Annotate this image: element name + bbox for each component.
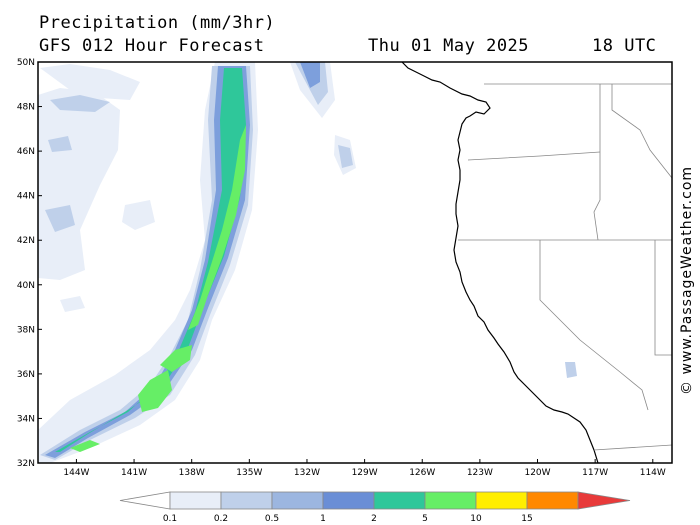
precip-area-light <box>40 64 140 100</box>
legend-swatch <box>424 491 477 510</box>
lon-tick-label: 144W <box>63 468 89 478</box>
lon-tick-label: 141W <box>121 468 147 478</box>
forecast-subtitle: GFS 012 Hour Forecast <box>39 36 265 56</box>
forecast-time: 18 UTC <box>592 36 657 56</box>
lon-tick-label: 114W <box>640 468 666 478</box>
lat-tick-label: 48N <box>17 103 35 113</box>
lon-tick-label: 126W <box>409 468 435 478</box>
precip-area-moderate <box>338 145 353 168</box>
legend-label: 0.1 <box>163 514 177 524</box>
forecast-date: Thu 01 May 2025 <box>368 36 530 56</box>
legend-label: 2 <box>371 514 377 524</box>
border-us-mexico <box>593 444 672 451</box>
precip-area-moderate <box>50 95 110 112</box>
lon-tick-label: 120W <box>524 468 550 478</box>
credit-watermark: © www.PassageWeather.com <box>679 165 695 395</box>
precip-area-very-intense <box>160 345 192 372</box>
precip-area-light <box>60 296 85 312</box>
border-wa-or <box>467 151 601 161</box>
lon-tick-label: 117W <box>582 468 608 478</box>
legend-label: 15 <box>521 514 532 524</box>
map-frame <box>37 61 673 464</box>
latitude-axis: 32N 34N 36N 38N 40N 42N 44N 46N 48N 50N <box>17 58 42 469</box>
legend-label: 1 <box>320 514 326 524</box>
legend-swatch <box>373 491 426 510</box>
precip-area-very-intense <box>188 125 246 330</box>
precip-area-moderate <box>565 362 577 378</box>
legend-label: 0.2 <box>214 514 228 524</box>
legend-swatch <box>271 491 324 510</box>
precip-area-light <box>38 88 120 280</box>
legend-swatch <box>169 491 222 510</box>
legend-arrow-low <box>119 491 171 510</box>
lon-tick-label: 135W <box>236 468 262 478</box>
legend-arrow-high <box>577 491 631 510</box>
precip-area-very-intense <box>138 370 172 412</box>
lat-tick-label: 36N <box>17 370 35 380</box>
legend-swatch <box>220 491 273 510</box>
legend-swatch <box>475 491 528 510</box>
lat-tick-label: 40N <box>17 281 35 291</box>
precip-area-very-intense <box>70 440 100 452</box>
lat-tick-label: 46N <box>17 147 35 157</box>
border-id-mt <box>611 84 672 179</box>
lat-tick-label: 42N <box>17 236 35 246</box>
state-borders <box>458 83 672 451</box>
lon-tick-label: 129W <box>352 468 378 478</box>
precipitation-legend: 0.1 0.2 0.5 1 2 5 10 15 <box>119 491 631 524</box>
legend-label: 5 <box>422 514 428 524</box>
lat-tick-label: 44N <box>17 192 35 202</box>
border-nv-ut <box>654 240 672 356</box>
precip-area-heavy <box>300 62 320 88</box>
lon-tick-label: 132W <box>294 468 320 478</box>
legend-swatch <box>322 491 375 510</box>
precip-area-moderate <box>48 136 72 152</box>
precip-area-light <box>38 62 258 463</box>
precip-area-intense <box>55 68 246 452</box>
border-ca-nv <box>539 240 649 411</box>
lat-tick-label: 50N <box>17 58 35 68</box>
legend-label: 0.5 <box>265 514 279 524</box>
map-title: Precipitation (mm/3hr) <box>39 13 276 33</box>
precip-area-light <box>122 200 155 230</box>
precip-area-moderate <box>45 205 75 232</box>
lat-tick-label: 34N <box>17 414 35 424</box>
legend-label: 10 <box>470 514 482 524</box>
lon-tick-label: 123W <box>467 468 493 478</box>
coastline <box>401 62 599 463</box>
lat-tick-label: 32N <box>17 459 35 469</box>
longitude-axis: 144W 141W 138W 135W 132W 129W 126W 123W 120W 117W… <box>63 459 666 478</box>
lat-tick-label: 38N <box>17 325 35 335</box>
precipitation-field <box>38 62 577 463</box>
coastline-pacific <box>401 62 599 463</box>
border-id-or <box>593 84 601 241</box>
lon-tick-label: 138W <box>179 468 205 478</box>
legend-swatch <box>526 491 579 510</box>
